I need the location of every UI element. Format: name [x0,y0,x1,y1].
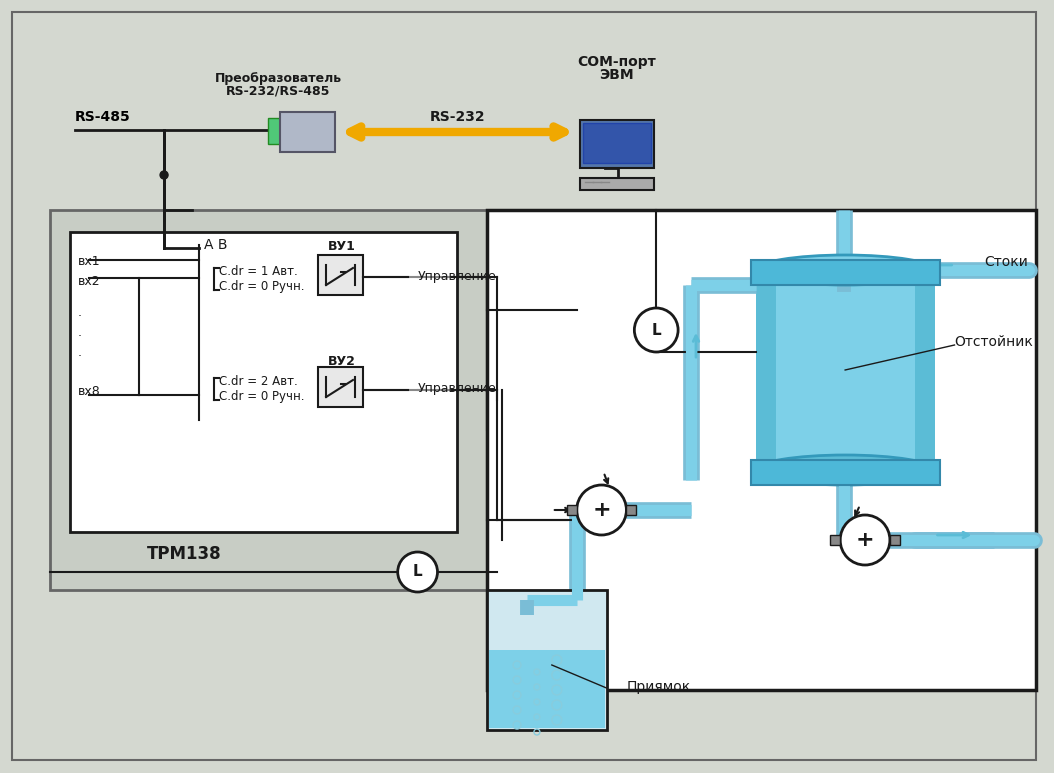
Text: Управление: Управление [417,270,496,283]
Text: +: + [592,500,611,520]
Text: ЭВМ: ЭВМ [599,68,633,82]
Text: вх8: вх8 [78,385,100,398]
Text: ·: · [78,310,81,323]
Text: C.dr = 2 Авт.: C.dr = 2 Авт. [219,375,297,388]
Text: Приямок: Приямок [626,680,690,694]
Bar [489,650,605,728]
Bar [50,210,497,590]
Text: ТРМ138: ТРМ138 [147,545,221,563]
Text: C.dr = 1 Авт.: C.dr = 1 Авт. [219,265,297,278]
Circle shape [397,552,437,592]
Text: Преобразователь: Преобразователь [215,72,341,85]
Ellipse shape [756,255,935,285]
Text: СОМ-порт: СОМ-порт [578,55,656,69]
Circle shape [160,171,168,179]
Text: RS-485: RS-485 [75,110,131,124]
Bar [487,590,606,730]
Bar [583,123,651,163]
Text: ·: · [78,330,81,343]
Circle shape [577,485,626,535]
Bar [318,255,363,295]
Bar [831,535,840,545]
Bar [70,232,457,532]
Circle shape [840,515,890,565]
Text: вх1: вх1 [78,255,100,268]
Bar [776,270,915,470]
Text: L: L [413,564,423,580]
Text: Управление: Управление [417,382,496,395]
Text: C.dr = 0 Ручн.: C.dr = 0 Ручн. [219,390,305,403]
Ellipse shape [756,455,935,485]
Text: RS-232/RS-485: RS-232/RS-485 [227,84,331,97]
Text: Отстойник: Отстойник [955,335,1033,349]
Bar [750,460,939,485]
Text: вх2: вх2 [78,275,100,288]
Text: ВУ2: ВУ2 [328,355,356,368]
Bar [580,178,655,190]
Text: ·: · [78,350,81,363]
Bar [756,270,935,470]
Bar [750,260,939,285]
Bar [580,120,655,168]
Text: RS-232: RS-232 [430,110,485,124]
Bar [890,535,900,545]
Text: +: + [856,530,875,550]
Text: ВУ1: ВУ1 [328,240,356,253]
Text: Стоки: Стоки [984,255,1029,269]
Text: А В: А В [203,238,228,252]
Text: L: L [651,322,661,338]
Text: C.dr = 0 Ручн.: C.dr = 0 Ручн. [219,280,305,293]
Bar [487,210,1036,690]
Bar [318,367,363,407]
Circle shape [635,308,678,352]
Bar [280,112,335,152]
Bar [567,505,577,515]
Bar [269,118,280,144]
Bar [626,505,637,515]
